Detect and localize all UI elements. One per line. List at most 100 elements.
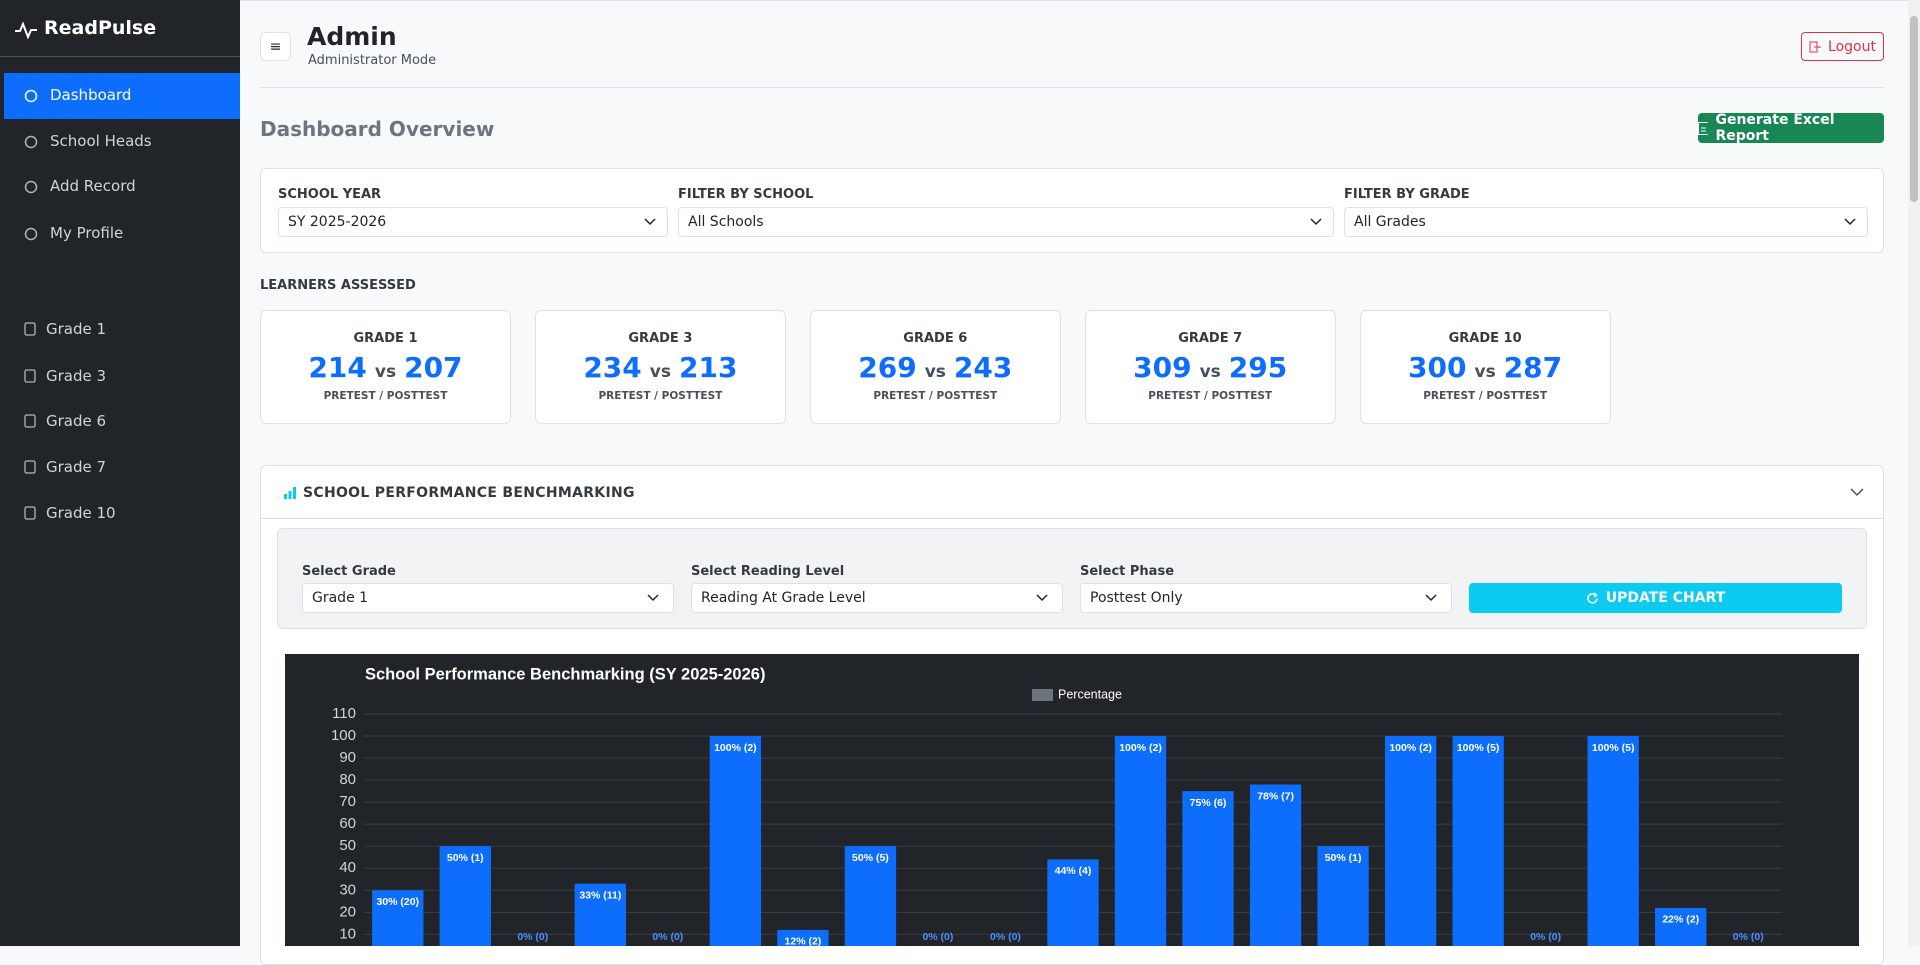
filter-select[interactable]: All Grades (1344, 207, 1868, 237)
grade-label: Grade 6 (46, 412, 107, 430)
nav-item[interactable]: Dashboard (4, 73, 240, 119)
card-caption: PRETEST / POSTTEST (873, 390, 998, 402)
top-border (240, 0, 1908, 1)
grade-link[interactable]: Grade 6 (0, 401, 240, 441)
bar (574, 883, 626, 946)
y-tick-label: 100 (331, 727, 356, 744)
logout-label: Logout (1828, 38, 1876, 55)
value-label: 0% (0) (922, 931, 953, 943)
collapse-chevron[interactable] (1850, 487, 1864, 497)
report-button[interactable]: Generate Excel Report (1698, 112, 1884, 144)
value-label: 0% (0) (1530, 931, 1561, 943)
filter-select[interactable]: All Schools (678, 207, 1334, 237)
filter-value: All Grades (1354, 214, 1426, 230)
grade-icon (24, 460, 36, 474)
grade-link[interactable]: Grade 7 (0, 447, 240, 487)
y-tick-label: 110 (332, 705, 356, 722)
grade-label: Grade 1 (46, 320, 107, 338)
learner-card: GRADE 3 234 vs 213 PRETEST / POSTTEST (534, 310, 786, 424)
bar (1587, 736, 1639, 946)
bar (1655, 907, 1707, 946)
grade-label: Grade 10 (46, 504, 116, 522)
control-select[interactable]: Grade 1 (302, 583, 674, 613)
learner-card: GRADE 10 300 vs 287 PRETEST / POSTTEST (1359, 310, 1611, 424)
bar (1384, 736, 1437, 946)
learners-title: LEARNERS ASSESSED (260, 278, 416, 293)
value-label: 78% (7) (1257, 790, 1294, 802)
learner-card: GRADE 6 269 vs 243 PRETEST / POSTTEST (809, 310, 1061, 424)
nav-label: My Profile (50, 224, 124, 242)
card-numbers: 214 vs 207 (261, 351, 510, 384)
chart-icon (284, 487, 296, 499)
value-label: 100% (2) (714, 742, 757, 754)
bar (372, 890, 424, 946)
header-subtitle: Administrator Mode (308, 53, 437, 68)
y-tick-label: 90 (339, 749, 356, 766)
y-tick-label: 30 (339, 881, 356, 898)
card-vs: vs (1474, 362, 1496, 382)
card-caption: PRETEST / POSTTEST (1148, 390, 1273, 402)
nav-item[interactable]: My Profile (0, 211, 240, 257)
legend-swatch (1032, 689, 1053, 701)
value-label: 0% (0) (517, 931, 548, 943)
refresh-icon (1586, 591, 1598, 604)
nav-icon (24, 180, 38, 194)
value-label: 50% (1) (1325, 852, 1362, 864)
card-pretest: 300 (1408, 351, 1467, 384)
grade-label: Grade 3 (46, 367, 107, 385)
control-label: Select Grade (302, 564, 396, 579)
value-label: 0% (0) (1733, 931, 1764, 943)
value-label: 100% (5) (1457, 742, 1500, 754)
card-pretest: 269 (858, 351, 917, 384)
card-vs: vs (924, 362, 946, 382)
grade-link[interactable]: Grade 3 (0, 356, 240, 396)
card-caption: PRETEST / POSTTEST (598, 390, 723, 402)
menu-toggle[interactable]: ≡ (260, 32, 291, 61)
value-label: 22% (2) (1662, 914, 1699, 926)
filter-card: SCHOOL YEAR SY 2025-2026 FILTER BY SCHOOL A… (260, 168, 1884, 253)
logout-button[interactable]: Logout (1801, 32, 1884, 61)
bar (1114, 736, 1167, 946)
control-select[interactable]: Reading At Grade Level (691, 583, 1063, 613)
card-posttest: 287 (1503, 351, 1563, 384)
card-numbers: 269 vs 243 (811, 351, 1060, 384)
divider (0, 56, 240, 57)
filter-select[interactable]: SY 2025-2026 (278, 207, 668, 237)
benchmark-title: SCHOOL PERFORMANCE BENCHMARKING (303, 485, 635, 501)
grade-link[interactable]: Grade 1 (0, 309, 240, 349)
value-label: 44% (4) (1055, 865, 1092, 877)
y-tick-label: 10 (339, 925, 356, 942)
panel-rule (261, 518, 1883, 519)
filter-label: SCHOOL YEAR (278, 187, 382, 202)
card-pretest: 234 (583, 351, 642, 384)
brand[interactable]: ReadPulse (44, 17, 157, 39)
bar (709, 736, 762, 946)
card-vs: vs (374, 362, 397, 382)
value-label: 30% (20) (376, 896, 419, 908)
nav-label: School Heads (50, 132, 152, 150)
scrollbar[interactable] (1908, 0, 1920, 946)
card-grade: GRADE 6 (903, 331, 968, 346)
chart-controls: Select Grade Grade 1 Select Reading Level R… (277, 528, 1867, 629)
grade-label: Grade 7 (46, 458, 107, 476)
grade-link[interactable]: Grade 10 (0, 493, 240, 533)
nav-icon (24, 227, 38, 241)
learner-card: GRADE 7 309 vs 295 PRETEST / POSTTEST (1084, 310, 1336, 424)
control-value: Posttest Only (1090, 590, 1183, 606)
control-value: Grade 1 (312, 590, 369, 606)
nav-item[interactable]: Add Record (0, 164, 240, 210)
update-chart-button[interactable]: UPDATE CHART (1469, 583, 1842, 613)
report-label: Generate Excel Report (1715, 112, 1835, 144)
value-label: 50% (1) (447, 852, 484, 864)
filter-value: All Schools (688, 214, 764, 230)
control-select[interactable]: Posttest Only (1080, 583, 1452, 613)
nav-item[interactable]: School Heads (0, 119, 240, 165)
card-vs: vs (1199, 362, 1221, 382)
value-label: 100% (5) (1592, 742, 1635, 754)
scrollbar-thumb[interactable] (1910, 16, 1918, 202)
bar (1249, 784, 1302, 946)
nav-icon (24, 135, 38, 149)
y-tick-label: 80 (339, 771, 356, 788)
learner-card: GRADE 1 214 vs 207 PRETEST / POSTTEST (260, 310, 511, 424)
